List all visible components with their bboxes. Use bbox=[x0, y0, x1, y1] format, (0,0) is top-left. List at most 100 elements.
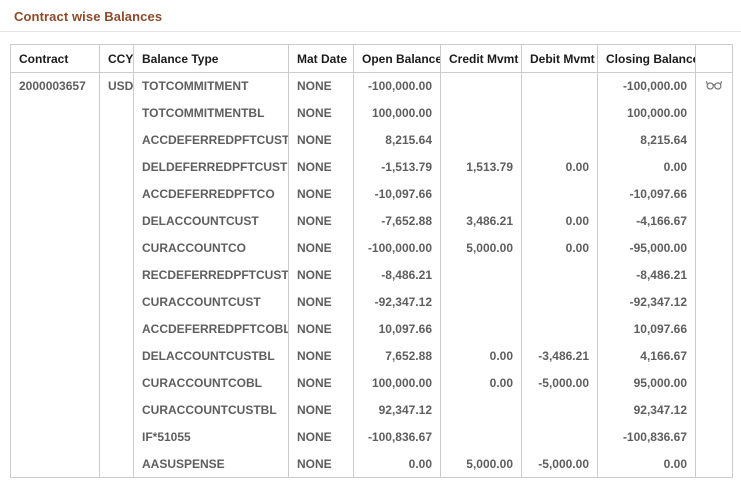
cell-debit-mvmt bbox=[521, 423, 598, 451]
table-row: ACCDEFERREDPFTCUST NONE 8,215.64 8,215.6… bbox=[10, 126, 733, 154]
cell-mat-date: NONE bbox=[288, 99, 354, 127]
cell-mat-date: NONE bbox=[288, 288, 354, 316]
cell-credit-mvmt: 3,486.21 bbox=[440, 207, 522, 235]
cell-action bbox=[696, 73, 733, 100]
cell-balance-type: TOTCOMMITMENT bbox=[133, 72, 289, 100]
cell-balance-type: CURACCOUNTCOBL bbox=[133, 369, 289, 397]
cell-open-balance: -100,000.00 bbox=[353, 234, 441, 262]
cell-mat-date: NONE bbox=[288, 396, 354, 424]
cell-action bbox=[696, 289, 733, 316]
cell-mat-date: NONE bbox=[288, 342, 354, 370]
col-header-contract: Contract bbox=[10, 44, 100, 73]
cell-debit-mvmt bbox=[521, 180, 598, 208]
cell-closing-balance: 95,000.00 bbox=[597, 369, 696, 397]
cell-mat-date: NONE bbox=[288, 315, 354, 343]
cell-open-balance: 7,652.88 bbox=[353, 342, 441, 370]
cell-closing-balance: 92,347.12 bbox=[597, 396, 696, 424]
cell-closing-balance: 4,166.67 bbox=[597, 342, 696, 370]
cell-debit-mvmt: -5,000.00 bbox=[521, 369, 598, 397]
cell-debit-mvmt bbox=[521, 288, 598, 316]
cell-credit-mvmt bbox=[440, 315, 522, 343]
cell-mat-date: NONE bbox=[288, 450, 354, 478]
cell-contract bbox=[10, 342, 100, 370]
cell-balance-type: TOTCOMMITMENTBL bbox=[133, 99, 289, 127]
cell-open-balance: 100,000.00 bbox=[353, 369, 441, 397]
cell-contract bbox=[10, 153, 100, 181]
cell-closing-balance: 0.00 bbox=[597, 153, 696, 181]
cell-debit-mvmt: 0.00 bbox=[521, 207, 598, 235]
cell-contract bbox=[10, 396, 100, 424]
cell-debit-mvmt bbox=[521, 396, 598, 424]
cell-contract bbox=[10, 423, 100, 451]
cell-debit-mvmt bbox=[521, 315, 598, 343]
cell-credit-mvmt: 1,513.79 bbox=[440, 153, 522, 181]
cell-contract bbox=[10, 369, 100, 397]
contract-balances-table: Contract CCY Balance Type Mat Date Open … bbox=[10, 44, 733, 478]
cell-balance-type: CURACCOUNTCO bbox=[133, 234, 289, 262]
cell-closing-balance: -8,486.21 bbox=[597, 261, 696, 289]
cell-contract bbox=[10, 315, 100, 343]
cell-credit-mvmt: 5,000.00 bbox=[440, 234, 522, 262]
cell-action bbox=[696, 424, 733, 451]
cell-open-balance: -1,513.79 bbox=[353, 153, 441, 181]
cell-contract bbox=[10, 99, 100, 127]
cell-balance-type: DELACCOUNTCUST bbox=[133, 207, 289, 235]
cell-debit-mvmt bbox=[521, 261, 598, 289]
table-row: 2000003657 USD TOTCOMMITMENT NONE -100,0… bbox=[10, 72, 733, 100]
cell-closing-balance: 100,000.00 bbox=[597, 99, 696, 127]
cell-open-balance: 100,000.00 bbox=[353, 99, 441, 127]
cell-debit-mvmt bbox=[521, 126, 598, 154]
cell-debit-mvmt: 0.00 bbox=[521, 234, 598, 262]
table-row: CURACCOUNTCUSTBL NONE 92,347.12 92,347.1… bbox=[10, 396, 733, 424]
cell-ccy bbox=[99, 315, 134, 343]
cell-balance-type: CURACCOUNTCUST bbox=[133, 288, 289, 316]
cell-ccy bbox=[99, 180, 134, 208]
table-row: CURACCOUNTCUST NONE -92,347.12 -92,347.1… bbox=[10, 288, 733, 316]
cell-ccy bbox=[99, 396, 134, 424]
glasses-icon[interactable] bbox=[705, 78, 723, 91]
cell-closing-balance: -4,166.67 bbox=[597, 207, 696, 235]
cell-balance-type: ACCDEFERREDPFTCOBL bbox=[133, 315, 289, 343]
cell-mat-date: NONE bbox=[288, 126, 354, 154]
cell-balance-type: ACCDEFERREDPFTCO bbox=[133, 180, 289, 208]
cell-credit-mvmt bbox=[440, 396, 522, 424]
table-row: CURACCOUNTCO NONE -100,000.00 5,000.00 0… bbox=[10, 234, 733, 262]
cell-mat-date: NONE bbox=[288, 180, 354, 208]
cell-action bbox=[696, 370, 733, 397]
cell-action bbox=[696, 343, 733, 370]
col-header-open-balance: Open Balance bbox=[353, 44, 441, 73]
table-row: ACCDEFERREDPFTCO NONE -10,097.66 -10,097… bbox=[10, 180, 733, 208]
cell-ccy bbox=[99, 99, 134, 127]
col-header-balance-type: Balance Type bbox=[133, 44, 289, 73]
cell-contract bbox=[10, 450, 100, 478]
cell-open-balance: 0.00 bbox=[353, 450, 441, 478]
cell-ccy bbox=[99, 234, 134, 262]
cell-contract bbox=[10, 126, 100, 154]
cell-credit-mvmt bbox=[440, 423, 522, 451]
cell-debit-mvmt: -3,486.21 bbox=[521, 342, 598, 370]
header-divider bbox=[0, 31, 741, 32]
cell-balance-type: AASUSPENSE bbox=[133, 450, 289, 478]
table-header-row: Contract CCY Balance Type Mat Date Open … bbox=[10, 44, 733, 73]
cell-credit-mvmt bbox=[440, 99, 522, 127]
cell-debit-mvmt bbox=[521, 72, 598, 100]
col-header-ccy: CCY bbox=[99, 44, 134, 73]
cell-balance-type: IF*51055 bbox=[133, 423, 289, 451]
cell-contract: 2000003657 bbox=[10, 72, 100, 100]
cell-balance-type: DELACCOUNTCUSTBL bbox=[133, 342, 289, 370]
cell-closing-balance: -92,347.12 bbox=[597, 288, 696, 316]
cell-mat-date: NONE bbox=[288, 423, 354, 451]
cell-action bbox=[696, 181, 733, 208]
cell-action bbox=[696, 235, 733, 262]
table-row: DELDEFERREDPFTCUST NONE -1,513.79 1,513.… bbox=[10, 153, 733, 181]
cell-closing-balance: 8,215.64 bbox=[597, 126, 696, 154]
cell-open-balance: -10,097.66 bbox=[353, 180, 441, 208]
cell-ccy bbox=[99, 369, 134, 397]
cell-open-balance: -8,486.21 bbox=[353, 261, 441, 289]
page-title: Contract wise Balances bbox=[14, 9, 163, 24]
cell-ccy bbox=[99, 207, 134, 235]
col-header-credit-mvmt: Credit Mvmt bbox=[440, 44, 522, 73]
cell-closing-balance: -100,836.67 bbox=[597, 423, 696, 451]
cell-action bbox=[696, 262, 733, 289]
